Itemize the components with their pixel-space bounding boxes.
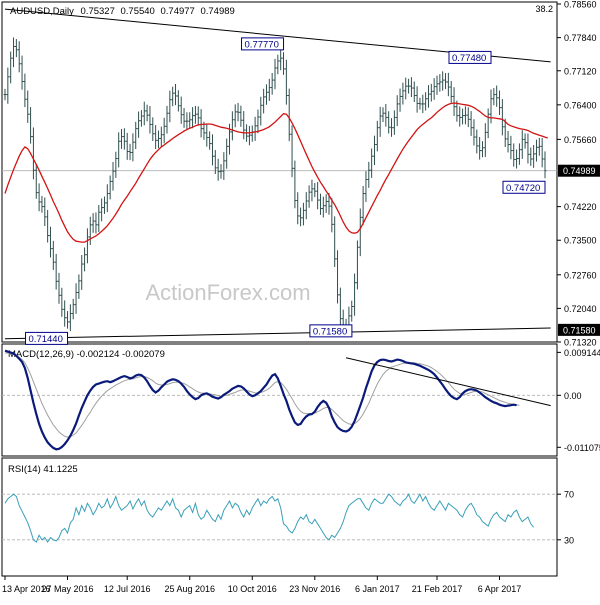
rsi-line [4,493,534,544]
price-annotation-label: 0.77770 [245,39,279,50]
price-annotation-box [241,37,285,51]
price-annotation-label: 0.74720 [506,183,540,194]
price-title: AUDUSD,Daily 0.75327 0.75540 0.74977 0.7… [10,6,235,17]
ohlc-high: 0.75540 [121,6,155,17]
price-y-tick-label: 0.77840 [564,33,597,43]
moving-average-line [4,102,548,243]
macd-series-layer: 0.009144 0.00 -0.011075 [2,348,600,453]
price-y-tick-label: 0.72040 [564,304,597,314]
price-annotation-label: 0.71440 [29,334,63,345]
rsi-y-tick-label: 30 [564,535,574,545]
ohlc-close: 0.74989 [200,6,234,17]
current-price-box [558,164,600,177]
rsi-title: RSI(14) 41.1225 [8,464,78,475]
price-series-layer: 0.77770 0.77480 0.74720 0.71440 0.71580 [2,8,557,345]
price-y-tick-label: 0.76400 [564,100,597,110]
price-y-tick-label: 0.77120 [564,66,597,76]
price-annotation-box [448,50,492,64]
price-y-tick-label: 0.73500 [564,236,597,246]
x-tick-label: 21 Feb 2017 [412,584,463,594]
macd-signal-line [5,352,520,438]
trendline-lower [4,327,551,340]
price-y-tick-label: 0.74220 [564,202,597,212]
rsi-series-layer: 70 30 [2,490,574,545]
x-tick-label: 6 Jan 2017 [355,584,400,594]
x-tick-label: 10 Oct 2016 [228,584,277,594]
price-axis-layer: 0.78560 0.77840 0.77120 0.76400 0.75660 0.742… [557,0,600,348]
macd-y-tick-label: 0.00 [564,391,582,401]
macd-panel-frame [1,343,558,457]
price-y-tick-label: 0.71320 [564,338,597,348]
support-price-box [558,323,600,336]
ohlc-open: 0.75327 [81,6,115,17]
rsi-y-tick-label: 70 [564,490,574,500]
price-title-symbol: AUDUSD,Daily [10,6,74,17]
ohlc-low: 0.74977 [160,6,194,17]
x-tick-label: 6 Apr 2017 [478,584,522,594]
price-annotation-label: 0.71580 [313,326,347,337]
x-tick-label: 25 Aug 2016 [164,584,215,594]
price-panel-frame [1,1,558,343]
price-annotation-box [502,180,546,194]
current-price-label: 0.74989 [563,166,596,176]
watermark: ActionForex.com [145,280,310,305]
macd-y-tick-label: -0.011075 [564,443,600,453]
price-annotation-box [309,324,353,338]
corner-label: 38.2 [535,4,553,14]
price-annotation-box [25,331,69,345]
x-tick-label: 23 Nov 2016 [289,584,340,594]
rsi-panel-frame [1,457,558,577]
x-tick-label: 27 May 2016 [42,584,94,594]
macd-title: MACD(12,26,9) -0.002124 -0.002079 [8,349,165,360]
support-price-label: 0.71580 [563,325,596,335]
price-y-tick-label: 0.75660 [564,135,597,145]
x-tick-label: 13 Apr 2016 [2,584,51,594]
x-tick-label: 12 Jul 2016 [104,584,151,594]
macd-y-tick-label: 0.009144 [564,348,600,358]
price-y-tick-label: 0.72760 [564,270,597,280]
macd-trendline [345,357,551,407]
macd-line [4,349,517,451]
price-annotation-label: 0.77480 [452,53,486,64]
price-y-tick-label: 0.78560 [564,0,597,10]
